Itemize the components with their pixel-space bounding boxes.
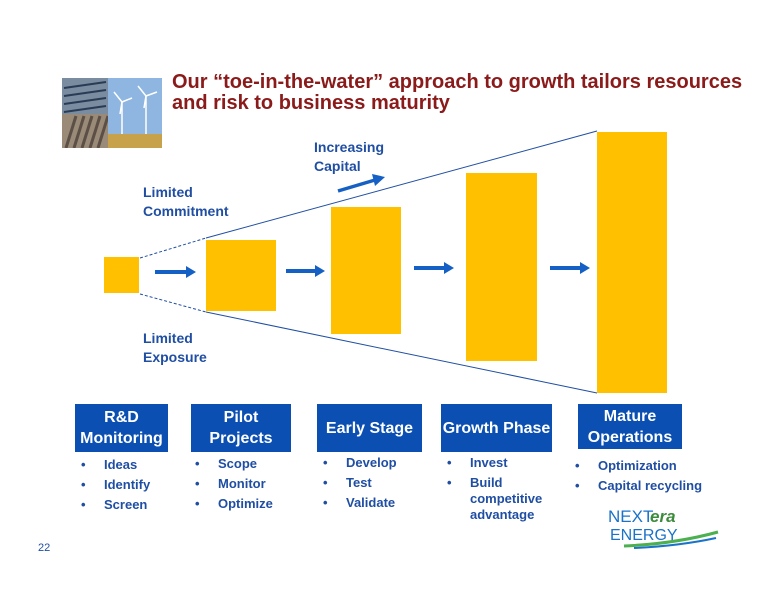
list-item: Test xyxy=(321,475,421,491)
funnel-outline xyxy=(139,130,598,394)
arrow-icon xyxy=(414,262,454,274)
svg-text:ENERGY: ENERGY xyxy=(610,527,678,544)
arrow-icon xyxy=(155,266,196,278)
list-item: Build competitive advantage xyxy=(445,475,550,523)
stage-early-stage: Early Stage xyxy=(317,404,422,452)
page-title: Our “toe-in-the-water” approach to growt… xyxy=(172,71,743,114)
stage-mature-operations: Mature Operations xyxy=(578,404,682,449)
list-item: Optimize xyxy=(193,496,293,512)
limited-commitment-label: Limited Commitment xyxy=(143,184,229,219)
early-stage-list: Develop Test Validate xyxy=(321,455,421,515)
rd-monitoring-list: Ideas Identify Screen xyxy=(79,457,174,517)
stage-growth-phase: Growth Phase xyxy=(441,404,552,452)
svg-text:era: era xyxy=(650,507,676,526)
stage-pilot-projects: Pilot Projects xyxy=(191,404,291,452)
list-item: Monitor xyxy=(193,476,293,492)
stage-rd-monitoring: R&D Monitoring xyxy=(75,404,168,452)
page-number: 22 xyxy=(38,542,51,554)
limited-exposure-label: Limited Exposure xyxy=(143,330,207,365)
stage-3-block xyxy=(331,207,401,334)
arrow-icon xyxy=(286,265,325,277)
list-item: Capital recycling xyxy=(573,478,723,494)
list-item: Develop xyxy=(321,455,421,471)
stage-4-block xyxy=(466,173,537,361)
stage-2-block xyxy=(206,240,276,311)
arrow-icon xyxy=(550,262,590,274)
pilot-projects-list: Scope Monitor Optimize xyxy=(193,456,293,516)
list-item: Ideas xyxy=(79,457,174,473)
increasing-arrow-icon xyxy=(337,174,385,193)
nextera-energy-logo: NEXT era ENERGY xyxy=(608,507,719,549)
stage-5-block xyxy=(597,132,667,393)
list-item: Optimization xyxy=(573,458,723,474)
mature-operations-list: Optimization Capital recycling xyxy=(573,458,723,498)
growth-phase-list: Invest Build competitive advantage xyxy=(445,455,560,527)
list-item: Invest xyxy=(445,455,560,471)
svg-text:NEXT: NEXT xyxy=(608,507,653,526)
list-item: Screen xyxy=(79,497,174,513)
increasing-capital-label: Increasing Capital xyxy=(314,139,385,174)
list-item: Validate xyxy=(321,495,421,511)
list-item: Identify xyxy=(79,477,174,493)
renewables-photo xyxy=(62,78,162,148)
stage-1-block xyxy=(104,257,139,293)
list-item: Scope xyxy=(193,456,293,472)
